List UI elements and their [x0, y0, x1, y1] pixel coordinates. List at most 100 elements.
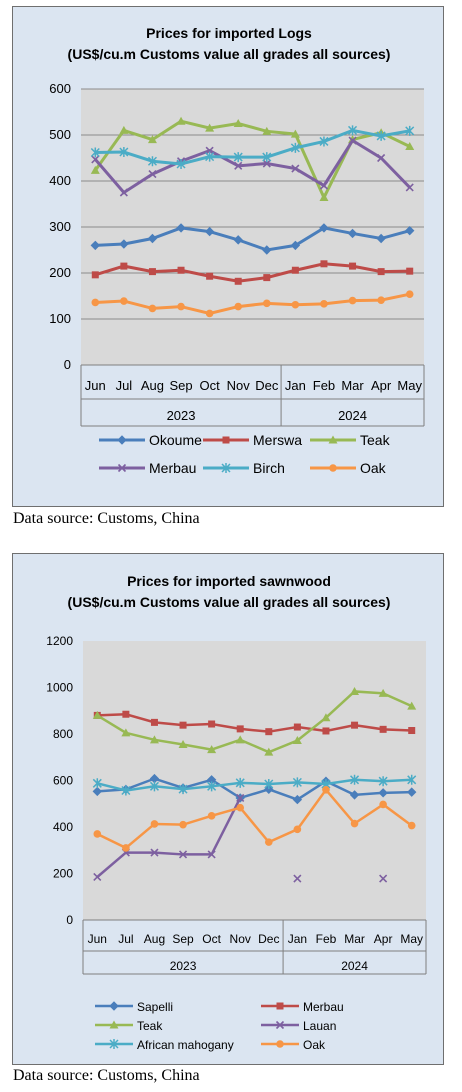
- logs-point-merswa: [377, 268, 385, 276]
- sawnwood-x-tick-label: Nov: [230, 932, 251, 946]
- sawnwood-point-merbau: [122, 710, 130, 718]
- logs-point-okoume: [233, 235, 243, 245]
- sawnwood-legend-label-sapelli: Sapelli: [137, 1000, 173, 1014]
- logs-year-label: 2023: [167, 408, 196, 423]
- sawnwood-point-sapelli: [378, 788, 388, 798]
- sawnwood-point-merbau: [179, 721, 187, 729]
- sawnwood-point-teak: [178, 739, 188, 748]
- sawnwood-point-merbau: [150, 718, 158, 726]
- logs-legend-label-birch: Birch: [253, 460, 285, 476]
- logs-y-tick-label: 500: [49, 127, 71, 142]
- sawnwood-y-tick-label: 600: [53, 774, 73, 788]
- logs-point-teak: [405, 142, 415, 150]
- logs-legend-label-teak: Teak: [360, 432, 391, 448]
- sawnwood-point-teak: [207, 745, 217, 754]
- logs-point-merbau: [377, 153, 386, 163]
- sawnwood-point-sapelli: [407, 787, 417, 797]
- sawnwood-point-lauan: [293, 874, 302, 883]
- logs-point-teak: [176, 116, 186, 125]
- logs-x-tick-label: Jan: [285, 378, 306, 393]
- logs-legend-marker-merswa: [222, 436, 230, 444]
- logs-point-merswa: [291, 266, 299, 274]
- logs-point-merswa: [148, 268, 156, 276]
- sawnwood-x-tick-label: Apr: [374, 932, 393, 946]
- sawnwood-point-african-mahogany: [149, 781, 159, 792]
- sawnwood-chart: Prices for imported sawnwood (US$/cu.m C…: [46, 573, 427, 1052]
- logs-point-oak: [291, 300, 300, 309]
- logs-legend-marker-birch: [221, 463, 231, 473]
- logs-series-merswa: [91, 260, 414, 285]
- logs-point-merswa: [177, 266, 185, 274]
- sawnwood-point-african-mahogany: [207, 781, 217, 792]
- sawnwood-point-african-mahogany: [235, 777, 245, 788]
- sawnwood-point-african-mahogany: [121, 785, 131, 796]
- logs-point-oak: [120, 297, 128, 305]
- logs-point-okoume: [90, 240, 100, 251]
- sawnwood-point-african-mahogany: [92, 778, 102, 789]
- logs-point-merbau: [291, 164, 300, 173]
- sawnwood-point-sapelli: [92, 786, 102, 797]
- logs-data-source: Data source: Customs, China: [13, 510, 200, 527]
- logs-chart: Prices for imported Logs (US$/cu.m Custo…: [49, 25, 425, 476]
- logs-legend-label-okoume: Okoume: [149, 432, 202, 448]
- logs-point-birch: [90, 147, 100, 158]
- sawnwood-point-merbau: [293, 723, 301, 731]
- logs-point-teak: [233, 119, 243, 127]
- logs-point-okoume: [204, 226, 215, 237]
- logs-point-oak: [205, 309, 214, 318]
- sawnwood-x-tick-label: Dec: [258, 932, 279, 946]
- logs-point-okoume: [290, 240, 301, 251]
- sawnwood-point-oak: [207, 812, 216, 820]
- logs-point-oak: [91, 298, 100, 307]
- sawnwood-x-tick-label: Mar: [344, 932, 365, 946]
- logs-point-merswa: [263, 274, 271, 282]
- sawnwood-point-teak: [92, 710, 102, 719]
- sawnwood-legend-marker-teak: [109, 1020, 119, 1029]
- sawnwood-y-tick-label: 400: [53, 820, 73, 834]
- logs-point-okoume: [405, 225, 415, 236]
- logs-point-oak: [377, 296, 385, 304]
- logs-x-tick-label: Sep: [169, 378, 192, 393]
- logs-point-birch: [176, 158, 186, 169]
- logs-series-line-merbau: [94, 138, 411, 195]
- logs-point-teak: [319, 193, 329, 202]
- logs-series-line-oak: [95, 292, 411, 316]
- logs-x-tick-label: Jun: [85, 378, 106, 393]
- logs-x-tick-label: Feb: [313, 378, 335, 393]
- sawnwood-point-oak: [407, 821, 416, 830]
- sawnwood-x-tick-label: May: [400, 932, 423, 946]
- logs-year-label: 2024: [338, 408, 367, 423]
- sawnwood-data-source: Data source: Customs, China: [13, 1067, 200, 1084]
- logs-y-tick-label: 300: [49, 219, 71, 234]
- logs-point-teak: [205, 123, 215, 132]
- logs-point-okoume: [119, 239, 129, 249]
- logs-point-merswa: [320, 260, 328, 268]
- sawnwood-y-tick-label: 1000: [46, 681, 73, 695]
- sawnwood-point-merbau: [208, 720, 216, 728]
- sawnwood-point-oak: [322, 786, 330, 794]
- logs-legend-marker-oak: [329, 464, 337, 472]
- sawnwood-point-merbau: [236, 725, 244, 733]
- sawnwood-legend-label-teak: Teak: [137, 1019, 163, 1033]
- sawnwood-x-tick-label: Jun: [88, 932, 107, 946]
- logs-series-oak: [91, 290, 414, 318]
- sawnwood-point-teak: [149, 735, 159, 744]
- logs-point-merbau: [348, 136, 357, 145]
- sawnwood-x-tick-label: Feb: [316, 932, 337, 946]
- sawnwood-legend-marker-oak: [276, 1040, 284, 1048]
- logs-y-tick-label: 400: [49, 173, 71, 188]
- sawnwood-point-african-mahogany: [292, 777, 302, 788]
- sawnwood-x-tick-label: Sep: [172, 932, 194, 946]
- sawnwood-x-tick-label: Jul: [118, 932, 133, 946]
- logs-legend-marker-okoume: [117, 435, 127, 445]
- sawnwood-year-label: 2024: [341, 959, 368, 973]
- sawnwood-chart-title-line2: (US$/cu.m Customs value all grades all s…: [68, 594, 391, 610]
- sawnwood-series-line-oak: [96, 787, 413, 850]
- logs-point-merswa: [91, 271, 99, 279]
- logs-series-line-merswa: [94, 262, 410, 283]
- logs-series-birch: [90, 125, 415, 169]
- logs-legend-label-oak: Oak: [360, 460, 387, 476]
- logs-y-tick-label: 600: [49, 81, 71, 96]
- sawnwood-x-tick-label: Oct: [202, 932, 221, 946]
- sawnwood-point-african-mahogany: [264, 778, 274, 789]
